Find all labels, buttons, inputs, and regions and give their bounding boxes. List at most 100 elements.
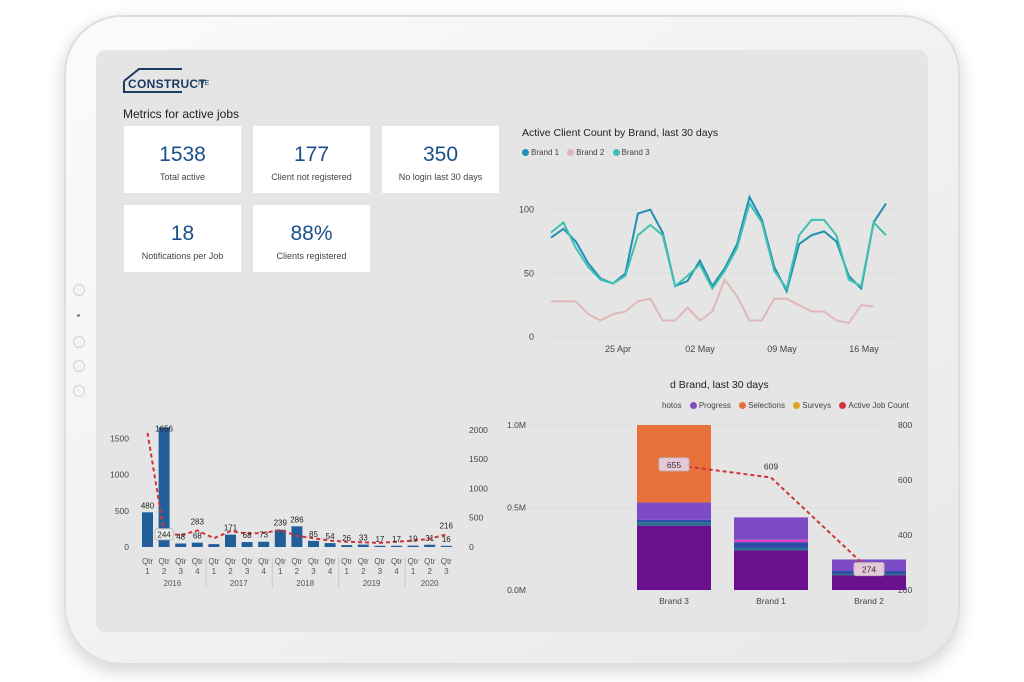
side-button[interactable] bbox=[73, 360, 85, 372]
x-tick-label-bottom: 4 bbox=[261, 567, 266, 576]
metrics-title: Metrics for active jobs bbox=[123, 107, 240, 121]
legend-item-active-job-count[interactable]: Active Job Count bbox=[839, 401, 909, 410]
legend-marker-icon bbox=[612, 149, 620, 156]
x-tick-label-bottom: 1 bbox=[212, 567, 217, 576]
bar-data-label: 68 bbox=[243, 531, 252, 540]
bar-data-label: 1656 bbox=[155, 424, 173, 433]
x-tick-label-bottom: 2 bbox=[427, 567, 432, 576]
y-tick-label: 1000 bbox=[110, 470, 129, 480]
y-tick-label: 0 bbox=[529, 332, 534, 342]
metric-card-clients-registered[interactable]: 88% Clients registered bbox=[253, 205, 370, 272]
bar-data-label: 48 bbox=[176, 533, 185, 542]
side-button[interactable] bbox=[73, 284, 85, 296]
x-tick-label-top: Qtr bbox=[225, 557, 236, 566]
x-tick-label-bottom: 3 bbox=[178, 567, 183, 576]
line-chart-legend: Brand 1 Brand 2 Brand 3 bbox=[522, 148, 656, 157]
bar bbox=[391, 545, 402, 547]
line-label-box bbox=[154, 528, 174, 541]
side-button[interactable] bbox=[73, 336, 85, 348]
metric-card-notifications-per-job[interactable]: 18 Notifications per Job bbox=[124, 205, 241, 272]
legend-marker-icon bbox=[739, 402, 747, 409]
metric-label: Clients registered bbox=[276, 251, 347, 261]
x-tick-label: 02 May bbox=[685, 344, 715, 354]
bar-data-label: 480 bbox=[141, 501, 155, 510]
stacked-bar-segment bbox=[734, 550, 808, 590]
line-data-label: 283 bbox=[191, 517, 205, 526]
metric-card-client-not-registered[interactable]: 177 Client not registered bbox=[253, 126, 370, 193]
quarterly-chart[interactable]: 1500 1000 500 0 2000 1500 1000 500 0 480 1656 48 68 1… bbox=[104, 415, 499, 595]
x-tick-label-top: Qtr bbox=[374, 557, 385, 566]
line-chart[interactable]: 0 50 100 25 Apr 02 May 09 May 16 May bbox=[508, 182, 908, 362]
legend-marker-icon bbox=[839, 402, 847, 409]
bar-data-label: 54 bbox=[326, 532, 335, 541]
bar-data-label: 73 bbox=[259, 531, 268, 540]
stacked-bar-segment bbox=[734, 542, 808, 548]
logo: CONSTRUCT IVE bbox=[122, 66, 242, 94]
stacked-bar-segment bbox=[637, 519, 711, 523]
stacked-bar-segment bbox=[637, 522, 711, 526]
line-series-brand-2 bbox=[551, 277, 874, 325]
bar bbox=[258, 541, 270, 547]
stacked-bar-segment bbox=[734, 539, 808, 543]
legend-item-progress[interactable]: Progress bbox=[689, 401, 731, 410]
legend-item-brand-3[interactable]: Brand 3 bbox=[612, 148, 650, 157]
x-tick-label-top: Qtr bbox=[408, 557, 419, 566]
legend-marker-icon bbox=[689, 402, 697, 409]
bar-data-label: 239 bbox=[274, 519, 288, 528]
x-tick-label-bottom: 1 bbox=[344, 567, 349, 576]
x-tick-label-bottom: 2 bbox=[228, 567, 233, 576]
x-tick-label-top: Qtr bbox=[325, 557, 336, 566]
x-tick-label: 25 Apr bbox=[605, 344, 631, 354]
line-data-label: 609 bbox=[764, 462, 778, 472]
y2-tick-label: 400 bbox=[898, 530, 912, 540]
line-data-label: 244 bbox=[157, 531, 171, 540]
legend-label: Surveys bbox=[802, 401, 832, 410]
metric-card-total-active[interactable]: 1538 Total active bbox=[124, 126, 241, 193]
bar bbox=[440, 545, 452, 547]
x-tick-label: 16 May bbox=[849, 344, 879, 354]
x-tick-label-top: Qtr bbox=[441, 557, 452, 566]
legend-item-photos[interactable]: hotos bbox=[662, 401, 682, 410]
y-tick-label: 0 bbox=[124, 542, 129, 552]
combo-chart-title: d Brand, last 30 days bbox=[670, 379, 769, 391]
x-tick-label-top: Qtr bbox=[159, 557, 170, 566]
y2-tick-label: 600 bbox=[898, 475, 912, 485]
x-tick-label: Brand 2 bbox=[854, 596, 884, 606]
x-tick-label-bottom: 4 bbox=[328, 567, 333, 576]
x-tick-label: 09 May bbox=[767, 344, 797, 354]
legend-item-surveys[interactable]: Surveys bbox=[793, 401, 831, 410]
y2-tick-label: 1500 bbox=[469, 454, 488, 464]
metric-label: Client not registered bbox=[271, 172, 352, 182]
x-year-label: 2018 bbox=[296, 579, 314, 588]
x-year-label: 2017 bbox=[230, 579, 248, 588]
legend-item-brand-2[interactable]: Brand 2 bbox=[567, 148, 604, 157]
x-tick-label-bottom: 1 bbox=[278, 567, 283, 576]
bar bbox=[341, 545, 353, 547]
y-tick-label: 50 bbox=[524, 268, 534, 278]
line-chart-title: Active Client Count by Brand, last 30 da… bbox=[522, 127, 719, 139]
y-tick-label: 0.5M bbox=[507, 503, 526, 513]
bar bbox=[142, 512, 153, 547]
legend-label: Brand 1 bbox=[531, 148, 560, 157]
bar bbox=[424, 544, 436, 547]
line-series-brand-1 bbox=[550, 194, 887, 294]
bar bbox=[357, 544, 369, 547]
x-year-label: 2016 bbox=[164, 579, 182, 588]
x-tick-label: Brand 3 bbox=[659, 596, 689, 606]
legend-item-selections[interactable]: Selections bbox=[739, 401, 785, 410]
metric-value: 18 bbox=[170, 222, 195, 245]
x-tick-label-bottom: 4 bbox=[195, 567, 200, 576]
bar bbox=[324, 543, 336, 547]
legend-item-brand-1[interactable]: Brand 1 bbox=[522, 148, 559, 157]
legend-label: Brand 3 bbox=[621, 148, 650, 157]
x-tick-label-top: Qtr bbox=[291, 557, 302, 566]
line-label-box bbox=[658, 457, 690, 472]
bar-data-label: 31 bbox=[425, 534, 434, 543]
logo-suffix: IVE bbox=[198, 80, 210, 87]
x-tick-label-bottom: 3 bbox=[444, 567, 449, 576]
metric-card-no-login[interactable]: 350 No login last 30 days bbox=[382, 126, 499, 193]
x-tick-label-top: Qtr bbox=[242, 557, 253, 566]
metric-value: 350 bbox=[422, 143, 459, 166]
side-button[interactable] bbox=[73, 385, 85, 397]
